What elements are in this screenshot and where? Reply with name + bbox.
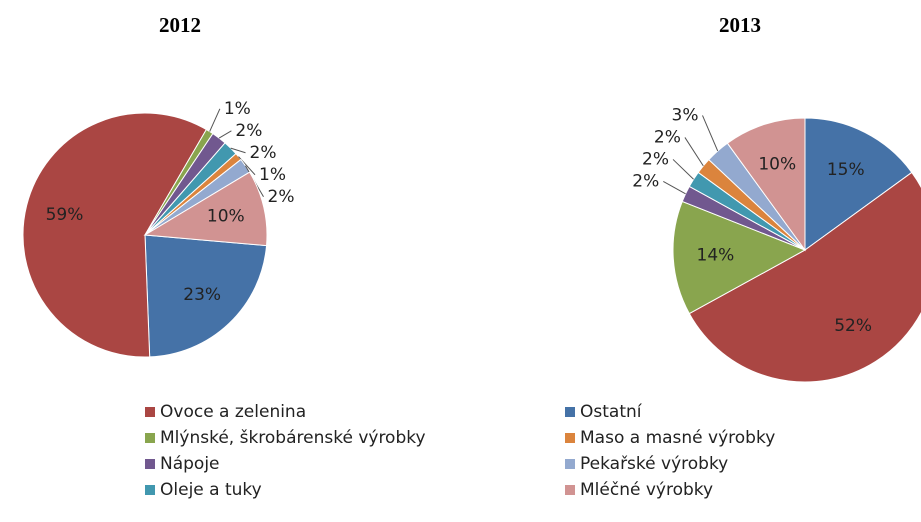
data-label: 10% bbox=[207, 206, 245, 226]
pie-slice bbox=[726, 117, 806, 252]
data-label: 3% bbox=[672, 105, 699, 125]
legend-label: Ovoce a zelenina bbox=[160, 402, 306, 422]
legend-swatch bbox=[145, 485, 155, 495]
data-label: 10% bbox=[758, 155, 796, 175]
legend-label: Oleje a tuky bbox=[160, 480, 262, 500]
data-label: 59% bbox=[46, 205, 84, 225]
data-label: 1% bbox=[259, 165, 286, 185]
chart-title: 2012 bbox=[159, 13, 201, 37]
legend-swatch bbox=[145, 407, 155, 417]
legend-swatch bbox=[565, 433, 575, 443]
legend-label: Nápoje bbox=[160, 454, 220, 474]
legend-label: Mlýnské, škrobárenské výrobky bbox=[160, 428, 426, 448]
data-label: 2% bbox=[250, 143, 277, 163]
legend-label: Maso a masné výrobky bbox=[580, 428, 775, 448]
data-label: 14% bbox=[697, 246, 735, 266]
leader-line bbox=[672, 159, 694, 180]
data-label: 1% bbox=[224, 99, 251, 119]
legend-swatch bbox=[565, 459, 575, 469]
data-label: 23% bbox=[183, 285, 221, 305]
leader-line bbox=[230, 147, 246, 154]
leader-line bbox=[702, 115, 719, 152]
data-label: 52% bbox=[834, 316, 872, 336]
legend-swatch bbox=[565, 407, 575, 417]
data-label: 2% bbox=[642, 149, 669, 169]
legend-label: Pekařské výrobky bbox=[580, 454, 728, 474]
legend-swatch bbox=[145, 433, 155, 443]
data-label: 2% bbox=[235, 121, 262, 141]
pie-slice bbox=[672, 200, 807, 315]
leader-line bbox=[684, 137, 704, 167]
data-label: 15% bbox=[827, 160, 865, 180]
legend-label: Ostatní bbox=[580, 402, 643, 422]
pie-slice bbox=[688, 171, 921, 383]
pie-slice bbox=[804, 117, 913, 251]
pie-slice bbox=[22, 112, 208, 358]
legend-label: Mléčné výrobky bbox=[580, 480, 713, 500]
data-label: 2% bbox=[632, 171, 659, 191]
pie-slice bbox=[144, 234, 268, 358]
leader-line bbox=[663, 180, 686, 195]
pie-slice bbox=[143, 171, 268, 247]
leader-line bbox=[218, 130, 232, 139]
legend-swatch bbox=[565, 485, 575, 495]
leader-line bbox=[209, 108, 221, 132]
chart-title: 2013 bbox=[719, 13, 761, 37]
data-label: 2% bbox=[268, 187, 295, 207]
legend-swatch bbox=[145, 459, 155, 469]
data-label: 2% bbox=[654, 127, 681, 147]
